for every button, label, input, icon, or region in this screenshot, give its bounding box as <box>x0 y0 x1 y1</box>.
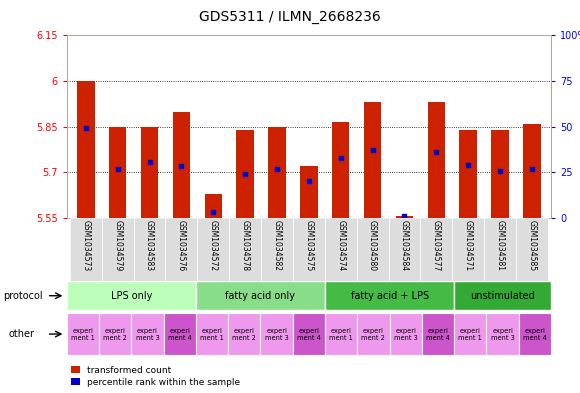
Text: experi
ment 1: experi ment 1 <box>71 327 95 341</box>
Bar <box>396 216 413 218</box>
Text: other: other <box>9 329 35 339</box>
Bar <box>293 313 325 355</box>
Bar <box>70 218 101 281</box>
Bar <box>364 102 381 218</box>
Bar <box>229 218 261 281</box>
Text: GSM1034580: GSM1034580 <box>368 220 377 271</box>
Bar <box>523 124 541 218</box>
Bar <box>131 313 164 355</box>
Text: GSM1034585: GSM1034585 <box>527 220 536 271</box>
Text: unstimulated: unstimulated <box>470 291 535 301</box>
Text: experi
ment 1: experi ment 1 <box>329 327 353 341</box>
Bar <box>164 313 196 355</box>
Text: GSM1034577: GSM1034577 <box>432 220 441 271</box>
Bar <box>260 313 293 355</box>
Bar <box>77 81 95 218</box>
Bar <box>459 130 477 218</box>
Bar <box>422 313 454 355</box>
Text: GSM1034582: GSM1034582 <box>273 220 281 271</box>
Text: experi
ment 3: experi ment 3 <box>264 327 288 341</box>
Bar <box>325 281 454 310</box>
Bar <box>357 218 389 281</box>
Bar <box>487 313 519 355</box>
Bar <box>67 281 196 310</box>
Text: experi
ment 3: experi ment 3 <box>491 327 514 341</box>
Text: GSM1034578: GSM1034578 <box>241 220 249 271</box>
Text: GSM1034574: GSM1034574 <box>336 220 345 271</box>
Bar <box>452 218 484 281</box>
Bar <box>357 313 390 355</box>
Bar <box>516 218 548 281</box>
Bar <box>325 313 357 355</box>
Bar <box>109 127 126 218</box>
Legend: transformed count, percentile rank within the sample: transformed count, percentile rank withi… <box>71 366 241 387</box>
Text: GSM1034584: GSM1034584 <box>400 220 409 271</box>
Text: experi
ment 1: experi ment 1 <box>200 327 224 341</box>
Text: GSM1034572: GSM1034572 <box>209 220 218 271</box>
Bar <box>237 130 254 218</box>
Bar <box>205 194 222 218</box>
Text: experi
ment 1: experi ment 1 <box>458 327 482 341</box>
Text: GSM1034575: GSM1034575 <box>304 220 313 271</box>
Bar <box>197 218 229 281</box>
Bar <box>67 313 99 355</box>
Text: experi
ment 4: experi ment 4 <box>523 327 547 341</box>
Text: GSM1034579: GSM1034579 <box>113 220 122 271</box>
Bar <box>332 122 350 218</box>
Text: protocol: protocol <box>3 291 42 301</box>
Bar <box>293 218 325 281</box>
Bar <box>427 102 445 218</box>
Bar <box>420 218 452 281</box>
Bar <box>389 218 420 281</box>
Bar <box>454 281 551 310</box>
Text: experi
ment 4: experi ment 4 <box>426 327 450 341</box>
Bar <box>99 313 131 355</box>
Text: experi
ment 2: experi ment 2 <box>233 327 256 341</box>
Text: experi
ment 3: experi ment 3 <box>136 327 160 341</box>
Bar <box>141 127 158 218</box>
Text: GSM1034581: GSM1034581 <box>495 220 505 271</box>
Text: GDS5311 / ILMN_2668236: GDS5311 / ILMN_2668236 <box>199 10 381 24</box>
Text: GSM1034576: GSM1034576 <box>177 220 186 271</box>
Bar <box>173 112 190 218</box>
Text: experi
ment 4: experi ment 4 <box>297 327 321 341</box>
Bar <box>165 218 197 281</box>
Text: GSM1034573: GSM1034573 <box>81 220 90 271</box>
Bar <box>228 313 260 355</box>
Text: experi
ment 4: experi ment 4 <box>168 327 191 341</box>
Text: GSM1034571: GSM1034571 <box>463 220 473 271</box>
Bar <box>102 218 133 281</box>
Bar <box>491 130 509 218</box>
Text: fatty acid + LPS: fatty acid + LPS <box>350 291 429 301</box>
Bar <box>268 127 286 218</box>
Text: experi
ment 2: experi ment 2 <box>361 327 385 341</box>
Bar <box>325 218 357 281</box>
Bar <box>390 313 422 355</box>
Bar <box>454 313 487 355</box>
Bar <box>196 281 325 310</box>
Bar <box>484 218 516 281</box>
Bar <box>261 218 293 281</box>
Text: fatty acid only: fatty acid only <box>226 291 295 301</box>
Text: LPS only: LPS only <box>111 291 152 301</box>
Text: experi
ment 2: experi ment 2 <box>103 327 127 341</box>
Bar <box>519 313 551 355</box>
Text: GSM1034583: GSM1034583 <box>145 220 154 271</box>
Bar <box>196 313 228 355</box>
Text: experi
ment 3: experi ment 3 <box>394 327 418 341</box>
Bar <box>133 218 165 281</box>
Bar <box>300 166 318 218</box>
